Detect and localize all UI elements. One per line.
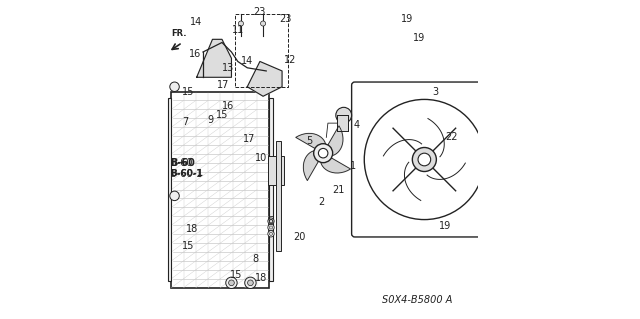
Circle shape bbox=[269, 232, 273, 235]
Circle shape bbox=[269, 226, 273, 229]
Circle shape bbox=[268, 218, 274, 224]
Circle shape bbox=[260, 21, 266, 26]
Circle shape bbox=[248, 280, 253, 286]
Text: 11: 11 bbox=[232, 25, 244, 35]
Text: B-60-1: B-60-1 bbox=[170, 169, 203, 178]
Text: 23: 23 bbox=[253, 7, 266, 18]
Circle shape bbox=[244, 277, 256, 288]
Polygon shape bbox=[296, 133, 326, 153]
Polygon shape bbox=[321, 153, 351, 173]
Circle shape bbox=[268, 231, 274, 237]
Text: 14: 14 bbox=[241, 56, 253, 66]
Circle shape bbox=[319, 148, 328, 158]
Circle shape bbox=[269, 219, 273, 223]
Circle shape bbox=[336, 107, 351, 123]
Bar bbox=[276, 141, 282, 251]
Circle shape bbox=[239, 21, 243, 26]
Text: B-60-1: B-60-1 bbox=[170, 169, 202, 179]
Text: 4: 4 bbox=[353, 120, 359, 130]
Circle shape bbox=[228, 280, 234, 286]
Text: 18: 18 bbox=[186, 224, 198, 234]
Text: 3: 3 bbox=[432, 86, 438, 97]
Text: B-60: B-60 bbox=[170, 158, 195, 168]
Text: 12: 12 bbox=[284, 55, 296, 65]
Circle shape bbox=[268, 224, 274, 231]
Circle shape bbox=[364, 100, 484, 219]
Text: 22: 22 bbox=[445, 132, 458, 142]
Text: 2: 2 bbox=[319, 197, 324, 207]
FancyBboxPatch shape bbox=[351, 82, 497, 237]
Text: 6: 6 bbox=[268, 216, 274, 226]
Text: S0X4-B5800 A: S0X4-B5800 A bbox=[383, 295, 453, 305]
Bar bbox=[268, 156, 284, 185]
Text: 15: 15 bbox=[216, 110, 228, 120]
Bar bbox=[168, 98, 172, 281]
Text: 15: 15 bbox=[182, 86, 195, 97]
Text: B-60: B-60 bbox=[170, 158, 192, 168]
Text: 17: 17 bbox=[217, 80, 230, 90]
Polygon shape bbox=[247, 62, 282, 96]
Circle shape bbox=[418, 153, 431, 166]
Text: 19: 19 bbox=[438, 221, 451, 231]
Text: 23: 23 bbox=[279, 14, 291, 24]
Text: 1: 1 bbox=[350, 161, 356, 171]
Circle shape bbox=[170, 191, 179, 201]
Text: 17: 17 bbox=[243, 134, 255, 144]
Circle shape bbox=[226, 277, 237, 288]
Text: 5: 5 bbox=[306, 136, 312, 145]
Text: 7: 7 bbox=[182, 116, 189, 127]
Text: 10: 10 bbox=[255, 153, 268, 163]
Text: 16: 16 bbox=[189, 48, 201, 59]
Bar bbox=[269, 98, 273, 281]
Circle shape bbox=[170, 82, 179, 92]
Circle shape bbox=[314, 144, 333, 163]
Text: 21: 21 bbox=[333, 184, 345, 195]
Text: 9: 9 bbox=[208, 115, 214, 125]
Bar bbox=[337, 115, 348, 131]
Circle shape bbox=[412, 147, 436, 172]
Text: 15: 15 bbox=[182, 241, 195, 251]
Text: 20: 20 bbox=[293, 232, 305, 242]
Polygon shape bbox=[323, 126, 343, 156]
Text: 14: 14 bbox=[190, 17, 203, 27]
Polygon shape bbox=[303, 151, 323, 181]
Text: 8: 8 bbox=[252, 254, 258, 264]
Text: 19: 19 bbox=[401, 14, 413, 24]
Text: 19: 19 bbox=[413, 33, 426, 43]
Polygon shape bbox=[196, 39, 232, 77]
Text: FR.: FR. bbox=[172, 29, 187, 38]
Text: 16: 16 bbox=[222, 101, 234, 111]
Text: 15: 15 bbox=[230, 270, 243, 280]
Bar bbox=[172, 92, 269, 287]
Text: 18: 18 bbox=[255, 273, 268, 283]
Text: 13: 13 bbox=[222, 63, 234, 73]
